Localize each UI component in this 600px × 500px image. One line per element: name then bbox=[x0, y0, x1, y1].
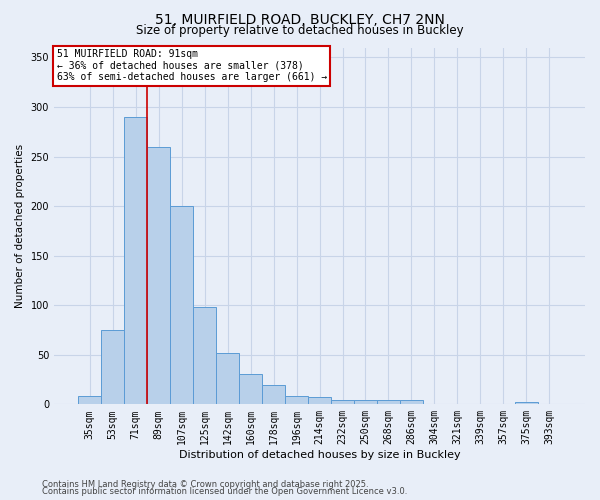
Y-axis label: Number of detached properties: Number of detached properties bbox=[15, 144, 25, 308]
Bar bbox=[216, 353, 239, 405]
Bar bbox=[78, 396, 101, 404]
Bar bbox=[193, 307, 216, 404]
Bar bbox=[285, 396, 308, 404]
Bar bbox=[308, 398, 331, 404]
Bar bbox=[170, 206, 193, 404]
Bar bbox=[101, 330, 124, 404]
Bar bbox=[124, 117, 147, 405]
Text: 51 MUIRFIELD ROAD: 91sqm
← 36% of detached houses are smaller (378)
63% of semi-: 51 MUIRFIELD ROAD: 91sqm ← 36% of detach… bbox=[56, 50, 327, 82]
Text: 51, MUIRFIELD ROAD, BUCKLEY, CH7 2NN: 51, MUIRFIELD ROAD, BUCKLEY, CH7 2NN bbox=[155, 12, 445, 26]
Bar bbox=[262, 384, 285, 404]
Bar bbox=[331, 400, 354, 404]
Bar bbox=[354, 400, 377, 404]
Bar bbox=[515, 402, 538, 404]
X-axis label: Distribution of detached houses by size in Buckley: Distribution of detached houses by size … bbox=[179, 450, 460, 460]
Bar bbox=[239, 374, 262, 404]
Text: Contains HM Land Registry data © Crown copyright and database right 2025.: Contains HM Land Registry data © Crown c… bbox=[42, 480, 368, 489]
Text: Contains public sector information licensed under the Open Government Licence v3: Contains public sector information licen… bbox=[42, 487, 407, 496]
Bar bbox=[377, 400, 400, 404]
Bar bbox=[400, 400, 423, 404]
Bar bbox=[147, 146, 170, 404]
Text: Size of property relative to detached houses in Buckley: Size of property relative to detached ho… bbox=[136, 24, 464, 37]
